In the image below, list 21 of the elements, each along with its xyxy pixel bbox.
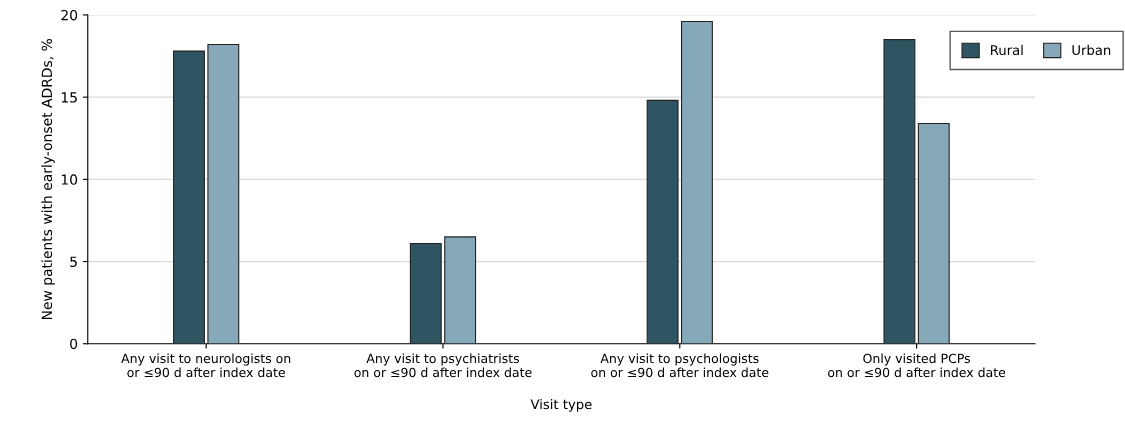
y-axis-title: New patients with early-onset ADRDs, %	[41, 38, 55, 320]
y-tick-label: 0	[70, 338, 78, 350]
bar	[646, 99, 679, 344]
x-tick-label: Any visit to psychiatrists on or ≤90 d after index date	[354, 353, 532, 378]
bar	[883, 39, 916, 344]
legend-label: Rural	[991, 44, 1023, 56]
bar	[409, 242, 442, 344]
bar	[681, 20, 713, 344]
bar	[173, 50, 205, 344]
x-tick-label: Any visit to psychologists on or ≤90 d after index date	[591, 353, 769, 378]
y-tick-label: 5	[70, 256, 77, 268]
bar	[917, 122, 950, 344]
legend-label: Urban	[1072, 44, 1111, 56]
y-tick-label: 15	[61, 92, 77, 103]
x-tick-label: Only visited PCPs on or ≤90 d after index date	[828, 353, 1006, 378]
y-tick-label: 10	[61, 174, 78, 185]
bar	[207, 43, 240, 344]
bar	[444, 236, 477, 344]
y-tick-label: 20	[61, 9, 78, 21]
x-tick-label: Any visit to neurologists on or ≤90 d after index date	[121, 353, 291, 378]
x-axis-title: Visit type	[530, 399, 592, 412]
